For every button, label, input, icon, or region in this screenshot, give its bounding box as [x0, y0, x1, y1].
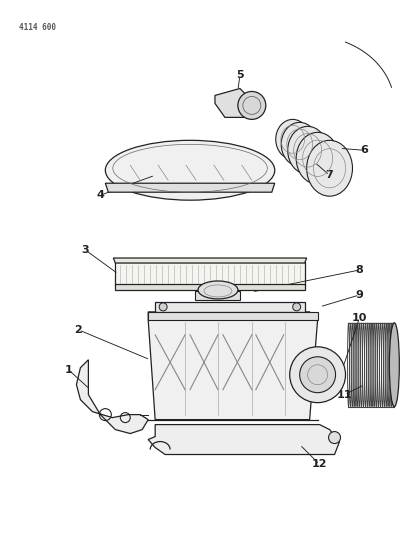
- Circle shape: [293, 303, 301, 311]
- Text: 11: 11: [337, 390, 352, 400]
- Text: 4114 600: 4114 600: [19, 22, 55, 31]
- Text: 8: 8: [356, 265, 364, 275]
- Ellipse shape: [276, 119, 310, 159]
- Polygon shape: [113, 258, 307, 263]
- Text: 4: 4: [96, 190, 104, 200]
- Ellipse shape: [307, 140, 353, 196]
- Text: 1: 1: [64, 365, 72, 375]
- Polygon shape: [195, 291, 240, 300]
- Text: 5: 5: [236, 70, 244, 80]
- Circle shape: [290, 347, 346, 402]
- Text: 3: 3: [82, 245, 89, 255]
- Ellipse shape: [389, 323, 399, 407]
- Circle shape: [328, 432, 341, 443]
- Circle shape: [299, 357, 335, 393]
- Text: 7: 7: [326, 170, 333, 180]
- Ellipse shape: [105, 140, 275, 200]
- Polygon shape: [115, 284, 305, 290]
- Ellipse shape: [296, 132, 339, 184]
- Text: 10: 10: [352, 313, 367, 323]
- Polygon shape: [215, 88, 255, 117]
- Ellipse shape: [281, 123, 318, 166]
- Polygon shape: [155, 302, 305, 312]
- Circle shape: [159, 303, 167, 311]
- Text: 12: 12: [312, 459, 327, 470]
- Text: 6: 6: [361, 146, 368, 155]
- Circle shape: [238, 92, 266, 119]
- Polygon shape: [105, 183, 275, 192]
- Text: 2: 2: [75, 325, 82, 335]
- Polygon shape: [148, 425, 339, 455]
- Polygon shape: [115, 262, 305, 285]
- Ellipse shape: [288, 126, 328, 174]
- Polygon shape: [148, 312, 317, 320]
- Polygon shape: [295, 365, 317, 385]
- Polygon shape: [148, 312, 317, 419]
- Text: 9: 9: [355, 290, 364, 300]
- Ellipse shape: [198, 281, 238, 299]
- Polygon shape: [76, 360, 148, 433]
